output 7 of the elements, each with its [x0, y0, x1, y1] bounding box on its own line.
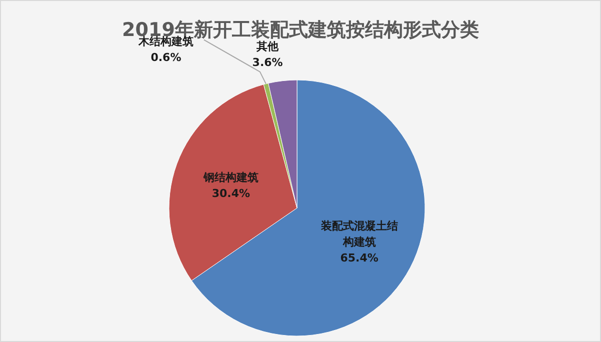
data-label: 65.4% — [340, 252, 378, 265]
data-label: 30.4% — [212, 186, 250, 200]
data-label: 3.6% — [252, 56, 283, 69]
slice-label: 钢结构建筑 — [202, 170, 258, 184]
data-label: 0.6% — [150, 50, 182, 64]
slice-label: 其他 — [256, 40, 280, 53]
slice-label: 装配式混凝土结构建筑 — [320, 220, 398, 249]
